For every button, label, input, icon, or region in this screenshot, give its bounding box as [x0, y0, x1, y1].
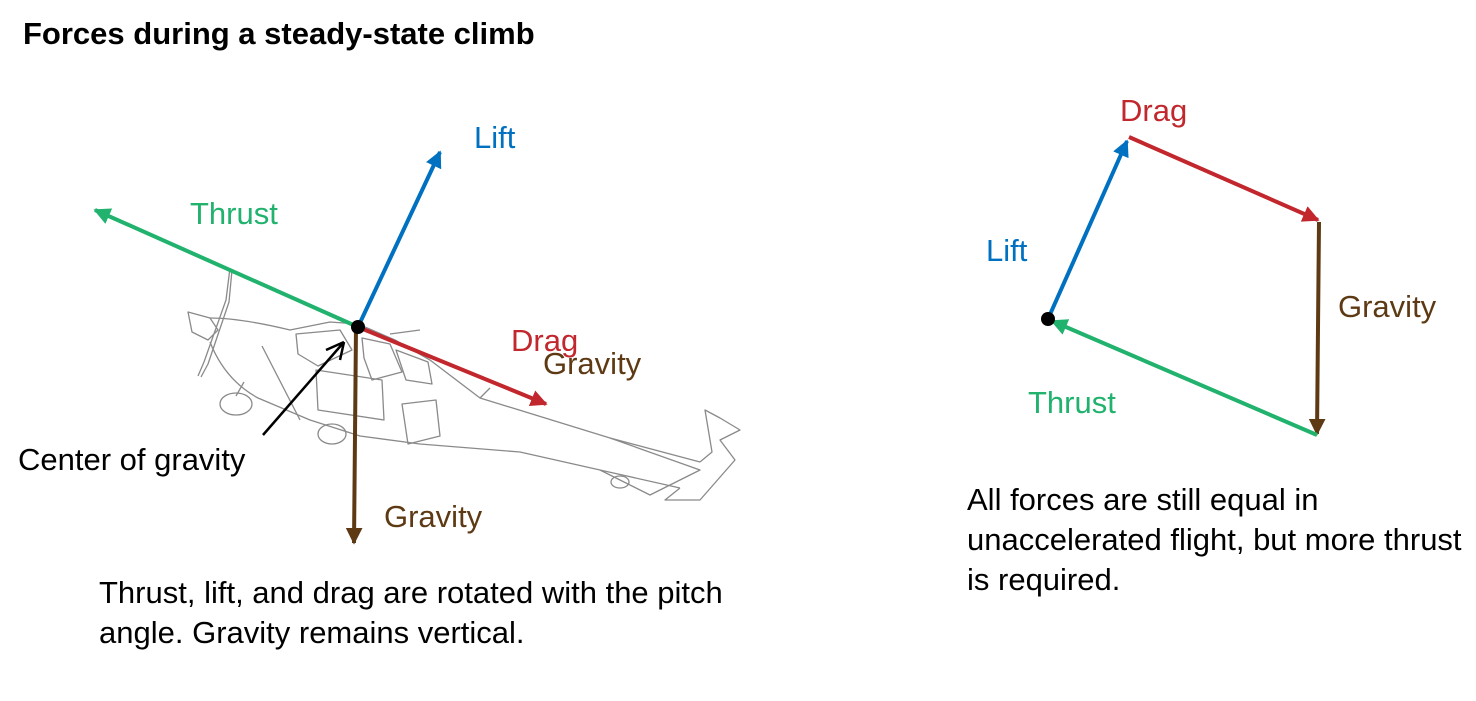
polygon-lift-label: Lift [986, 233, 1028, 268]
polygon-lift-arrow [1046, 139, 1129, 320]
page-title: Forces during a steady-state climb [23, 16, 535, 51]
left-caption: Thrust, lift, and drag are rotated with … [99, 575, 723, 650]
lift-arrow [356, 150, 442, 328]
drag-label: Drag [511, 323, 579, 358]
gravity-overlap-label: Gravity [543, 346, 642, 381]
polygon-gravity-arrow [1308, 221, 1326, 436]
polygon-gravity-label: Gravity [1338, 289, 1437, 324]
right-caption: All forces are still equal in unaccelera… [967, 482, 1462, 597]
drag-arrow [357, 325, 548, 407]
polygon-thrust-arrow [1050, 319, 1318, 437]
gravity-label: Gravity [384, 499, 483, 534]
polygon-origin-dot [1041, 312, 1055, 326]
cg-pointer-arrow [262, 341, 345, 436]
thrust-label: Thrust [190, 196, 278, 231]
airplane-sketch [187, 267, 741, 501]
thrust-arrow [93, 208, 359, 329]
polygon-thrust-label: Thrust [1028, 385, 1116, 420]
center-of-gravity-label: Center of gravity [18, 442, 246, 477]
gravity-arrow [345, 326, 363, 545]
polygon-drag-label: Drag [1120, 93, 1188, 128]
center-of-gravity-dot [351, 320, 365, 334]
polygon-drag-arrow [1128, 135, 1320, 222]
cg-pointer-head [325, 340, 346, 361]
lift-label: Lift [474, 120, 516, 155]
